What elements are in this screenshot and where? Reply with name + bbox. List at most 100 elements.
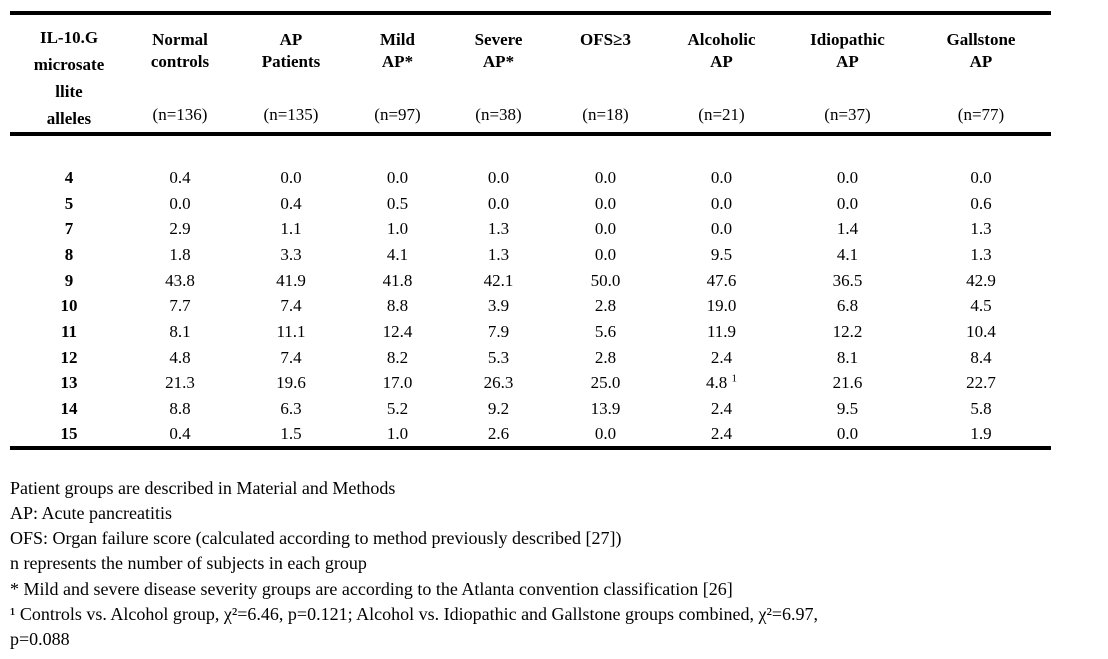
footnote-n-definition: n represents the number of subjects in e… xyxy=(10,553,367,574)
allele-label: 10 xyxy=(60,296,78,316)
frequency-cell: 7.7 xyxy=(169,296,191,316)
column-n-count: (n=21) xyxy=(698,105,745,124)
frequency-cell: 1.8 xyxy=(169,244,191,264)
frequency-cell: 2.4 xyxy=(710,347,733,367)
footnote-ap-abbreviation: AP: Acute pancreatitis xyxy=(10,502,172,523)
column-n-count: (n=38) xyxy=(475,105,522,124)
frequency-cell: 17.0 xyxy=(382,373,413,393)
frequency-cell: 12.4 xyxy=(382,321,413,341)
frequency-cell: 0.0 xyxy=(594,219,617,239)
frequency-cell: 8.4 xyxy=(970,347,992,367)
frequency-cell: 0.0 xyxy=(836,193,859,213)
allele-label: 8 xyxy=(64,244,74,264)
column-header-il-10-g-microsate-llite-alleles: IL-10.G microsate llite alleles xyxy=(10,13,128,134)
frequency-cell: 11.9 xyxy=(706,321,737,341)
frequency-cell: 0.0 xyxy=(386,167,409,187)
table-row-allele-8: 8 1.8 3.3 4.1 1.3 0.0 9.5 4.1 1.3 xyxy=(10,242,1051,268)
table-row-allele-12: 12 4.8 7.4 8.2 5.3 2.8 2.4 8.1 8.4 xyxy=(10,345,1051,371)
frequency-cell: 0.0 xyxy=(487,193,510,213)
spacer-cell xyxy=(10,134,1051,165)
frequency-cell: 0.0 xyxy=(280,167,302,187)
allele-label: 13 xyxy=(60,373,78,393)
column-title: Severe AP* xyxy=(474,30,523,71)
table-row-allele-11: 11 8.1 11.1 12.4 7.9 5.6 11.9 12.2 10.4 xyxy=(10,319,1051,345)
column-title: IL-10.G microsate llite alleles xyxy=(33,28,105,128)
frequency-cell: 4.1 xyxy=(836,244,859,264)
frequency-cell: 41.9 xyxy=(276,270,306,290)
frequency-cell: 9.5 xyxy=(710,244,733,264)
allele-label: 4 xyxy=(64,167,74,187)
frequency-cell: 6.8 xyxy=(836,296,859,316)
frequency-cell: 8.8 xyxy=(169,399,191,419)
footnote-ofs-abbreviation: OFS: Organ failure score (calculated acc… xyxy=(10,528,622,549)
allele-label: 9 xyxy=(64,270,74,290)
frequency-cell: 0.4 xyxy=(169,423,191,443)
frequency-cell: 2.4 xyxy=(710,399,733,419)
table-row-allele-14: 14 8.8 6.3 5.2 9.2 13.9 2.4 9.5 5.8 xyxy=(10,396,1051,422)
table-row-allele-9: 9 43.8 41.9 41.8 42.1 50.0 47.6 36.5 42.9 xyxy=(10,268,1051,294)
frequency-cell: 0.0 xyxy=(594,193,617,213)
frequency-cell: 1.3 xyxy=(970,219,992,239)
column-header-ap-patients: AP Patients (n=135) xyxy=(232,13,350,134)
frequency-cell: 2.9 xyxy=(169,219,191,239)
frequency-cell: 0.0 xyxy=(710,167,733,187)
column-header-gallstone-ap: Gallstone AP (n=77) xyxy=(911,13,1051,134)
frequency-cell: 2.8 xyxy=(594,296,617,316)
frequency-cell: 25.0 xyxy=(590,373,621,393)
frequency-cell: 50.0 xyxy=(590,270,621,290)
frequency-cell: 6.3 xyxy=(280,399,302,419)
frequency-cell: 2.6 xyxy=(487,423,510,443)
allele-label: 5 xyxy=(64,193,74,213)
frequency-cell: 19.0 xyxy=(706,296,737,316)
table-row-allele-7: 7 2.9 1.1 1.0 1.3 0.0 0.0 1.4 1.3 xyxy=(10,216,1051,242)
column-n-count: (n=135) xyxy=(263,105,319,124)
frequency-cell: 0.0 xyxy=(487,167,510,187)
column-header-ofs-3: OFS≥3 (n=18) xyxy=(552,13,659,134)
frequency-cell: 8.2 xyxy=(386,347,409,367)
frequency-cell: 21.6 xyxy=(832,373,863,393)
frequency-cell: 4.5 xyxy=(970,296,992,316)
allele-label: 15 xyxy=(60,423,78,443)
frequency-cell: 2.8 xyxy=(594,347,617,367)
footnote-patient-groups: Patient groups are described in Material… xyxy=(10,477,396,498)
frequency-cell: 0.0 xyxy=(169,193,191,213)
footnote-marker: 1 xyxy=(731,372,738,385)
column-header-mild-ap: Mild AP* (n=97) xyxy=(350,13,445,134)
table-row-allele-10: 10 7.7 7.4 8.8 3.9 2.8 19.0 6.8 4.5 xyxy=(10,293,1051,319)
frequency-cell: 1.1 xyxy=(280,219,302,239)
allele-label: 12 xyxy=(60,347,78,367)
allele-frequency-table: IL-10.G microsate llite alleles Normal contro… xyxy=(10,11,1051,450)
column-header-normal-controls: Normal controls (n=136) xyxy=(128,13,232,134)
frequency-cell: 7.4 xyxy=(280,347,302,367)
frequency-cell: 36.5 xyxy=(832,270,863,290)
table-row-allele-15: 15 0.4 1.5 1.0 2.6 0.0 2.4 0.0 1.9 xyxy=(10,422,1051,448)
frequency-cell: 21.3 xyxy=(165,373,195,393)
frequency-cell: 0.0 xyxy=(710,193,733,213)
frequency-cell: 0.0 xyxy=(836,167,859,187)
column-header-severe-ap: Severe AP* (n=38) xyxy=(445,13,552,134)
table-row-allele-5: 5 0.0 0.4 0.5 0.0 0.0 0.0 0.0 0.6 xyxy=(10,191,1051,217)
frequency-cell: 1.9 xyxy=(970,423,992,443)
frequency-cell: 1.0 xyxy=(386,423,409,443)
frequency-cell: 42.9 xyxy=(966,270,996,290)
column-title: Mild AP* xyxy=(380,30,415,71)
column-title: Alcoholic AP xyxy=(687,30,756,71)
frequency-cell: 3.9 xyxy=(487,296,510,316)
frequency-cell: 13.9 xyxy=(590,399,621,419)
allele-label: 14 xyxy=(60,399,78,419)
footnote-1-chi-square: ¹ Controls vs. Alcohol group, χ²=6.46, p… xyxy=(10,604,819,650)
frequency-cell: 0.0 xyxy=(594,244,617,264)
column-title: AP Patients xyxy=(261,30,321,71)
frequency-cell: 0.4 xyxy=(280,193,302,213)
frequency-cell: 2.4 xyxy=(710,423,733,443)
table-row-allele-4: 4 0.4 0.0 0.0 0.0 0.0 0.0 0.0 0.0 xyxy=(10,165,1051,191)
frequency-cell: 1.0 xyxy=(386,219,409,239)
frequency-cell: 5.6 xyxy=(594,321,617,341)
column-title: OFS≥3 xyxy=(580,30,631,49)
column-header-idiopathic-ap: Idiopathic AP (n=37) xyxy=(784,13,911,134)
frequency-cell: 1.3 xyxy=(970,244,992,264)
frequency-cell: 3.3 xyxy=(280,244,302,264)
frequency-cell: 0.0 xyxy=(594,167,617,187)
frequency-cell: 41.8 xyxy=(382,270,413,290)
